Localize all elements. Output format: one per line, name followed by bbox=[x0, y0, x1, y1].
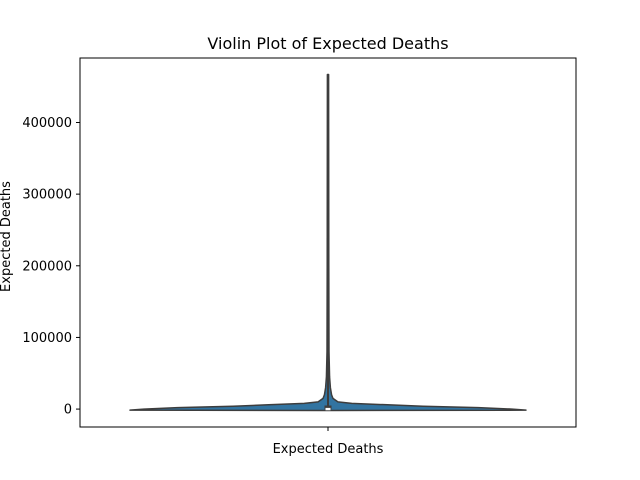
y-tick-label: 100000 bbox=[22, 331, 72, 346]
y-tick-label: 300000 bbox=[22, 188, 72, 203]
x-tick-label: Expected Deaths bbox=[273, 442, 384, 457]
x-axis: Expected Deaths bbox=[273, 427, 384, 457]
chart-title: Violin Plot of Expected Deaths bbox=[207, 34, 448, 53]
y-axis-label: Expected Deaths bbox=[0, 181, 14, 292]
y-tick-label: 400000 bbox=[22, 116, 72, 131]
y-tick-label: 200000 bbox=[22, 259, 72, 274]
y-tick-label: 0 bbox=[64, 403, 72, 418]
y-axis: 0 100000 200000 300000 400000 bbox=[22, 116, 80, 418]
violin-layer bbox=[129, 73, 527, 412]
violin-median-marker bbox=[325, 407, 331, 411]
violin-iqr-box bbox=[324, 405, 332, 410]
